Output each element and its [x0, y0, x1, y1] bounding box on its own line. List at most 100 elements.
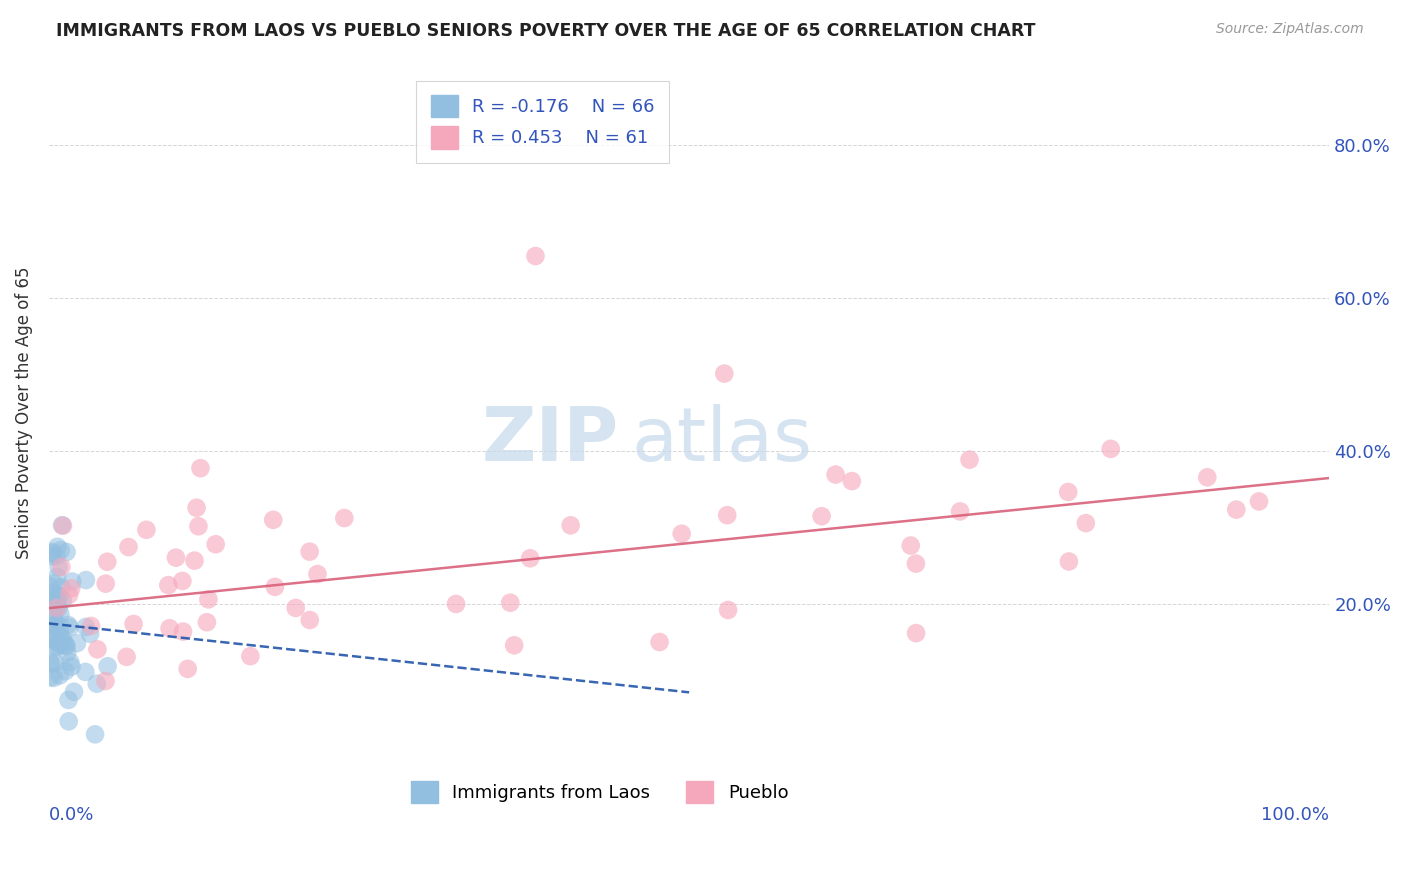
Point — [503, 638, 526, 652]
Point — [63, 685, 86, 699]
Point — [900, 539, 922, 553]
Point — [51, 560, 73, 574]
Point — [60, 574, 83, 589]
Text: Source: ZipAtlas.com: Source: ZipAtlas.com — [1216, 22, 1364, 37]
Point — [46, 540, 69, 554]
Point — [717, 603, 740, 617]
Point — [841, 474, 863, 488]
Point — [1074, 516, 1097, 530]
Point — [39, 580, 62, 594]
Point — [49, 607, 72, 621]
Point — [86, 676, 108, 690]
Point — [159, 621, 181, 635]
Point — [45, 600, 67, 615]
Point — [307, 567, 329, 582]
Point — [1225, 502, 1247, 516]
Point — [284, 601, 307, 615]
Point — [66, 636, 89, 650]
Point — [824, 467, 846, 482]
Point — [172, 624, 194, 639]
Point — [44, 619, 66, 633]
Point — [190, 461, 212, 475]
Point — [55, 639, 77, 653]
Point — [187, 519, 209, 533]
Point — [39, 626, 62, 640]
Legend: R = -0.176    N = 66, R = 0.453    N = 61: R = -0.176 N = 66, R = 0.453 N = 61 — [416, 81, 669, 163]
Point — [48, 560, 70, 574]
Point — [519, 551, 541, 566]
Point — [56, 645, 79, 659]
Point — [904, 557, 927, 571]
Point — [53, 637, 76, 651]
Point — [60, 659, 83, 673]
Point — [262, 513, 284, 527]
Point — [48, 590, 70, 604]
Point — [810, 509, 832, 524]
Point — [41, 549, 63, 564]
Point — [39, 670, 62, 684]
Point — [42, 576, 65, 591]
Point — [197, 592, 219, 607]
Point — [186, 500, 208, 515]
Point — [42, 609, 65, 624]
Point — [75, 665, 97, 679]
Point — [51, 518, 73, 533]
Point — [45, 639, 67, 653]
Point — [713, 367, 735, 381]
Point — [55, 639, 77, 653]
Point — [1099, 442, 1122, 456]
Point — [55, 545, 77, 559]
Point — [172, 574, 194, 588]
Text: atlas: atlas — [631, 404, 813, 477]
Point — [165, 550, 187, 565]
Point — [46, 596, 69, 610]
Point — [46, 629, 69, 643]
Point — [905, 626, 928, 640]
Point — [157, 578, 180, 592]
Point — [135, 523, 157, 537]
Point — [1057, 555, 1080, 569]
Point — [41, 545, 63, 559]
Point — [84, 727, 107, 741]
Point — [56, 618, 79, 632]
Point — [499, 596, 522, 610]
Text: ZIP: ZIP — [481, 404, 619, 477]
Point — [444, 597, 467, 611]
Point — [195, 615, 218, 630]
Point — [94, 576, 117, 591]
Point — [45, 600, 67, 615]
Point — [176, 662, 198, 676]
Point — [60, 582, 83, 596]
Point — [1197, 470, 1219, 484]
Point — [52, 632, 75, 646]
Point — [59, 620, 82, 634]
Point — [97, 659, 120, 673]
Point — [96, 555, 118, 569]
Point — [80, 619, 103, 633]
Point — [86, 642, 108, 657]
Point — [55, 664, 77, 678]
Point — [298, 613, 321, 627]
Point — [51, 580, 73, 594]
Point — [183, 553, 205, 567]
Point — [49, 543, 72, 558]
Point — [44, 656, 66, 670]
Point — [46, 640, 69, 654]
Point — [58, 714, 80, 729]
Point — [94, 674, 117, 689]
Point — [42, 585, 65, 599]
Y-axis label: Seniors Poverty Over the Age of 65: Seniors Poverty Over the Age of 65 — [15, 267, 32, 559]
Point — [48, 668, 70, 682]
Point — [39, 654, 62, 668]
Point — [671, 526, 693, 541]
Point — [560, 518, 582, 533]
Point — [48, 589, 70, 603]
Point — [648, 635, 671, 649]
Point — [46, 636, 69, 650]
Point — [75, 573, 97, 587]
Point — [45, 592, 67, 607]
Point — [39, 618, 62, 632]
Point — [49, 620, 72, 634]
Point — [45, 549, 67, 563]
Point — [79, 627, 101, 641]
